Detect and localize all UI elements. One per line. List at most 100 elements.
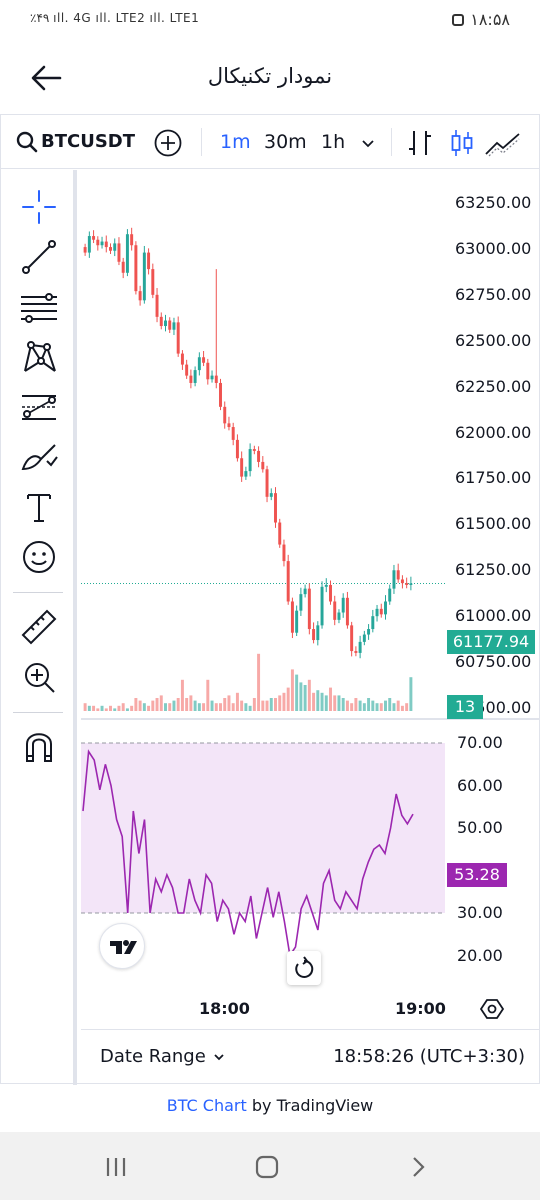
volume-bar <box>362 703 366 711</box>
volume-bar <box>92 705 96 711</box>
back-nav-button[interactable] <box>400 1152 436 1182</box>
chart-widget: BTCUSDT 1m 30m 1h <box>0 114 540 1085</box>
magnet-tool[interactable] <box>19 727 59 767</box>
add-symbol-button[interactable] <box>153 128 183 158</box>
date-range-button[interactable]: Date Range <box>100 1046 226 1067</box>
volume-bar <box>104 708 108 711</box>
volume-bar <box>96 708 100 711</box>
volume-bar <box>227 695 231 711</box>
tools-divider <box>13 712 63 713</box>
volume-bar <box>240 700 244 711</box>
volume-bar <box>303 685 307 711</box>
candle-body <box>265 469 269 497</box>
volume-bar <box>400 705 404 711</box>
clock-icon <box>452 14 465 26</box>
chart-canvas[interactable] <box>81 173 540 1028</box>
volume-bar <box>358 700 362 711</box>
chevron-down-icon <box>213 1054 224 1061</box>
chart-settings-button[interactable] <box>479 996 505 1022</box>
volume-bar <box>130 705 134 711</box>
price-axis-label: 63000.00 <box>455 238 532 258</box>
volume-bar <box>185 698 189 711</box>
brush-tool[interactable] <box>19 437 59 477</box>
back-button[interactable] <box>26 60 66 96</box>
status-time: ۱۸:۵۸ <box>452 10 510 29</box>
volume-bar <box>316 690 320 711</box>
last-price-tag: 61177.94 <box>447 630 535 654</box>
candle-body <box>392 570 396 589</box>
measure-tool[interactable] <box>19 607 59 647</box>
trend-line-tool[interactable] <box>19 237 59 277</box>
candlestick-button[interactable] <box>449 128 475 158</box>
candle-body <box>109 247 112 251</box>
volume-bar <box>159 695 163 711</box>
candle-body <box>219 382 222 407</box>
system-nav-bar <box>0 1132 540 1200</box>
interval-1h[interactable]: 1h <box>321 131 346 153</box>
volume-bar <box>117 705 121 711</box>
candle-body <box>379 608 383 615</box>
interval-dropdown-button[interactable] <box>359 128 377 158</box>
prediction-tool[interactable] <box>19 387 59 427</box>
price-axis-label: 61000.00 <box>455 606 532 626</box>
attribution: BTC Chart by TradingView <box>0 1096 540 1115</box>
area-chart-button[interactable] <box>485 128 521 158</box>
candle-body <box>384 601 387 615</box>
candle-body <box>223 406 227 424</box>
zoom-in-icon <box>25 663 55 693</box>
candle-body <box>210 375 214 380</box>
timezone-time[interactable]: 18:58:26 (UTC+3:30) <box>333 1046 525 1067</box>
volume-bar <box>261 700 265 711</box>
volume-bar <box>109 705 112 711</box>
status-time-text: ۱۸:۵۸ <box>470 10 510 29</box>
text-tool[interactable] <box>19 487 59 527</box>
candle-body <box>231 427 235 440</box>
status-bar: ٪۴۹ ıll. 4G ıll. LTE2 ıll. LTE1 ۱۸:۵۸ <box>0 0 540 40</box>
volume-bar <box>409 677 413 711</box>
time-axis[interactable]: 18:00 19:00 <box>81 991 540 1027</box>
chart-toolbar: BTCUSDT 1m 30m 1h <box>1 115 540 169</box>
price-axis-label: 62750.00 <box>455 284 532 304</box>
volume-bar <box>189 695 193 711</box>
toolbar-divider <box>391 128 392 156</box>
volume-bar <box>244 703 248 711</box>
volume-bar <box>350 703 354 711</box>
volume-pane <box>83 653 413 711</box>
interval-30m[interactable]: 30m <box>264 131 307 153</box>
candle-body <box>202 357 206 363</box>
candle-body <box>409 583 413 585</box>
volume-bar <box>354 698 358 711</box>
trend-line-icon <box>22 240 56 274</box>
volume-bar <box>87 705 91 711</box>
volume-bar <box>219 703 222 711</box>
reset-chart-button[interactable] <box>287 951 321 985</box>
volume-bar <box>142 703 146 711</box>
symbol-search-button[interactable]: BTCUSDT <box>15 127 135 157</box>
tradingview-logo[interactable] <box>99 923 145 969</box>
volume-bar <box>345 700 349 711</box>
candle-body <box>134 245 138 292</box>
volume-bar <box>278 695 282 711</box>
home-button[interactable] <box>249 1152 285 1182</box>
bar-chart-button[interactable] <box>406 128 434 158</box>
candle-body <box>320 586 324 626</box>
fib-retracement-tool[interactable] <box>19 287 59 327</box>
candle-body <box>333 601 337 620</box>
interval-1m[interactable]: 1m <box>220 131 251 153</box>
candle-body <box>354 651 358 653</box>
app-header: نمودار تکنیکال <box>0 44 540 114</box>
btc-chart-link[interactable]: BTC Chart <box>166 1096 247 1115</box>
chart-area[interactable]: 63250.00 63000.00 62750.00 62500.00 62250.00… <box>81 173 540 1028</box>
recent-apps-button[interactable] <box>98 1152 134 1182</box>
rsi-value-tag: 53.28 <box>447 863 507 887</box>
candle-body <box>197 357 201 371</box>
volume-bar <box>180 679 184 711</box>
candlestick-icon <box>451 130 473 156</box>
emoji-tool[interactable] <box>19 537 59 577</box>
price-pane <box>81 227 447 659</box>
crosshair-tool[interactable] <box>19 187 59 227</box>
pattern-tool[interactable] <box>19 337 59 377</box>
candle-body <box>286 561 290 602</box>
price-axis-label: 63250.00 <box>455 193 532 212</box>
zoom-in-tool[interactable] <box>19 657 59 697</box>
